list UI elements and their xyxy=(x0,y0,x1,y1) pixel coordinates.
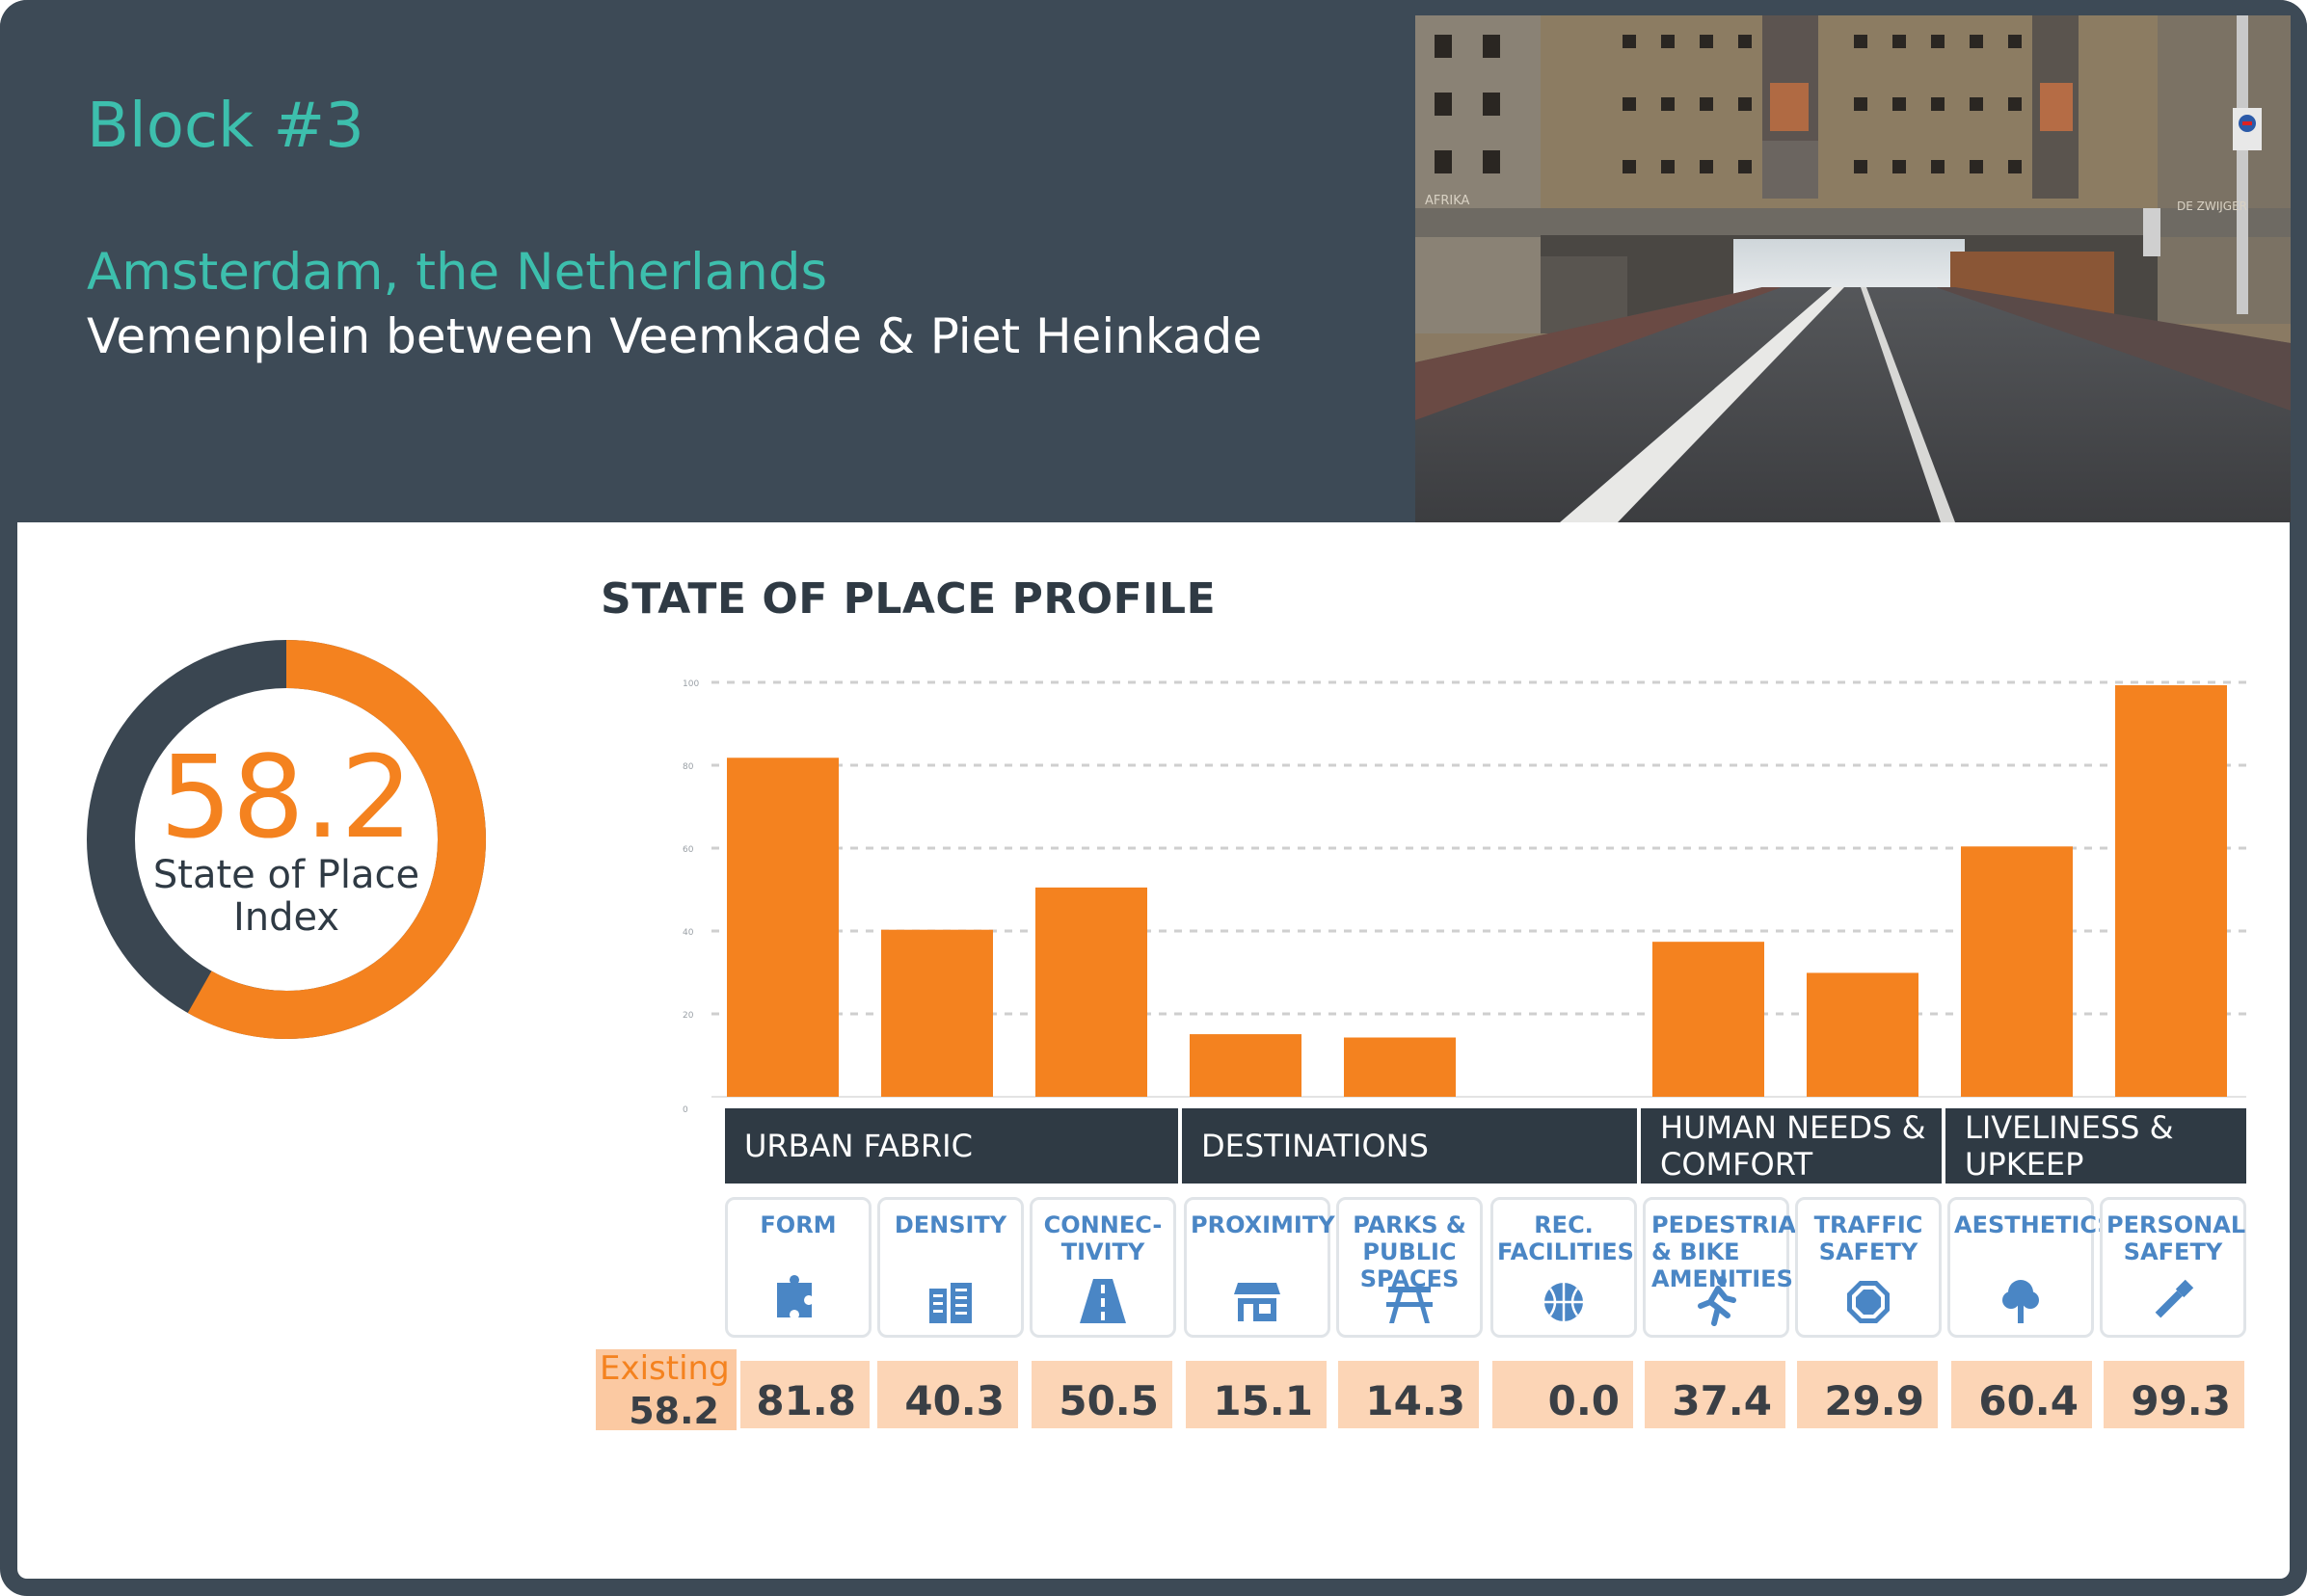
donut-progress xyxy=(87,640,486,1039)
indicator-label: DENSITY xyxy=(894,1211,1007,1238)
indicator-label: REC. FACILITIES xyxy=(1497,1211,1634,1265)
indicator-label: CONNEC-TIVITY xyxy=(1043,1211,1163,1265)
index-label: State of Place Index xyxy=(152,853,420,940)
indicator-label: PROXIMITY xyxy=(1191,1211,1335,1238)
category-urban-fabric: URBAN FABRIC xyxy=(725,1108,1178,1184)
block-title: Block #3 xyxy=(87,91,364,162)
y-tick-label: 40 xyxy=(683,928,694,938)
chart-title: STATE OF PLACE PROFILE xyxy=(601,574,1217,624)
indicator-label: PERSONAL SAFETY xyxy=(2106,1211,2246,1265)
road-icon xyxy=(1080,1279,1126,1323)
index-value: 58.2 xyxy=(159,731,414,864)
walker-icon xyxy=(1698,1276,1736,1326)
buildings-icon xyxy=(929,1283,972,1323)
indicator-aesthetics: AESTHETICS xyxy=(1947,1197,2114,1338)
indicator-personal-safety: PERSONAL SAFETY xyxy=(2100,1197,2246,1338)
indicator-rec-facilities: REC. FACILITIES xyxy=(1490,1197,1637,1338)
header: Block #3 Amsterdam, the Netherlands Veme… xyxy=(0,0,2307,522)
indicator-parks: PARKS & PUBLIC SPACES xyxy=(1336,1197,1483,1338)
category-human-needs: HUMAN NEEDS & COMFORT xyxy=(1641,1108,1942,1184)
building-sign-left: AFRIKA xyxy=(1425,194,1470,208)
indicator-proximity: PROXIMITY xyxy=(1184,1197,1335,1338)
category-destinations: DESTINATIONS xyxy=(1182,1108,1637,1184)
y-tick-label: 60 xyxy=(683,845,694,855)
score-rec-facilities: 0.0 xyxy=(1492,1361,1633,1428)
bar-form xyxy=(727,758,839,1097)
building-sign-right: DE ZWIJGER xyxy=(2177,200,2247,213)
indicator-connectivity: CONNEC-TIVITY xyxy=(1030,1197,1176,1338)
score-aesthetics: 60.4 xyxy=(1951,1361,2092,1428)
existing-value: 58.2 xyxy=(629,1390,719,1432)
stop-sign-icon xyxy=(1847,1281,1890,1323)
score-traffic-safety: 29.9 xyxy=(1797,1361,1938,1428)
street-photo: AFRIKA DE ZWIJGER xyxy=(1415,15,2291,522)
bar-personal-safety xyxy=(2115,685,2227,1097)
tree-icon xyxy=(2002,1280,2039,1323)
indicator-pedestrian: PEDESTRIAN & BIKE AMENITIES xyxy=(1643,1197,1815,1338)
score-density: 40.3 xyxy=(877,1361,1018,1428)
y-tick-label: 20 xyxy=(683,1011,694,1021)
street-photo-art: AFRIKA DE ZWIJGER xyxy=(1415,15,2291,522)
existing-box xyxy=(596,1349,737,1430)
city-label: Amsterdam, the Netherlands xyxy=(87,243,828,302)
puzzle-icon xyxy=(777,1275,812,1317)
indicator-label: TRAFFIC SAFETY xyxy=(1813,1211,1923,1265)
bar-pedestrian-bike-amenities xyxy=(1652,942,1764,1097)
score-proximity: 15.1 xyxy=(1186,1361,1327,1428)
bar-density xyxy=(881,929,993,1097)
street-label: Vemenplein between Veemkade & Piet Heink… xyxy=(87,308,1263,364)
index-donut xyxy=(87,640,486,1039)
existing-label: Existing xyxy=(600,1349,730,1388)
basketball-icon xyxy=(1544,1283,1583,1321)
storefront-icon xyxy=(1234,1283,1280,1321)
y-tick-label: 0 xyxy=(683,1105,688,1115)
bar-traffic-safety xyxy=(1807,972,1918,1097)
indicator-form: FORM xyxy=(725,1197,872,1338)
bar-parks-public-spaces xyxy=(1344,1037,1456,1097)
indicator-traffic-safety: TRAFFIC SAFETY xyxy=(1795,1197,1942,1338)
indicator-label: FORM xyxy=(760,1211,837,1238)
score-pedestrian: 37.4 xyxy=(1645,1361,1785,1428)
score-parks: 14.3 xyxy=(1338,1361,1479,1428)
bar-connec-tivity xyxy=(1035,887,1147,1097)
flashlight-icon xyxy=(2155,1279,2194,1318)
bar-proximity xyxy=(1190,1034,1301,1097)
indicator-density: DENSITY xyxy=(877,1197,1024,1338)
y-tick-label: 100 xyxy=(683,679,699,689)
score-connectivity: 50.5 xyxy=(1032,1361,1172,1428)
y-tick-label: 80 xyxy=(683,762,694,772)
score-personal-safety: 99.3 xyxy=(2104,1361,2244,1428)
picnic-table-icon xyxy=(1386,1287,1433,1323)
indicator-label: AESTHETICS xyxy=(1954,1211,2114,1238)
category-liveliness: LIVELINESS & UPKEEP xyxy=(1945,1108,2246,1184)
score-form: 81.8 xyxy=(740,1361,870,1428)
bar-aesthetics xyxy=(1961,846,2073,1097)
